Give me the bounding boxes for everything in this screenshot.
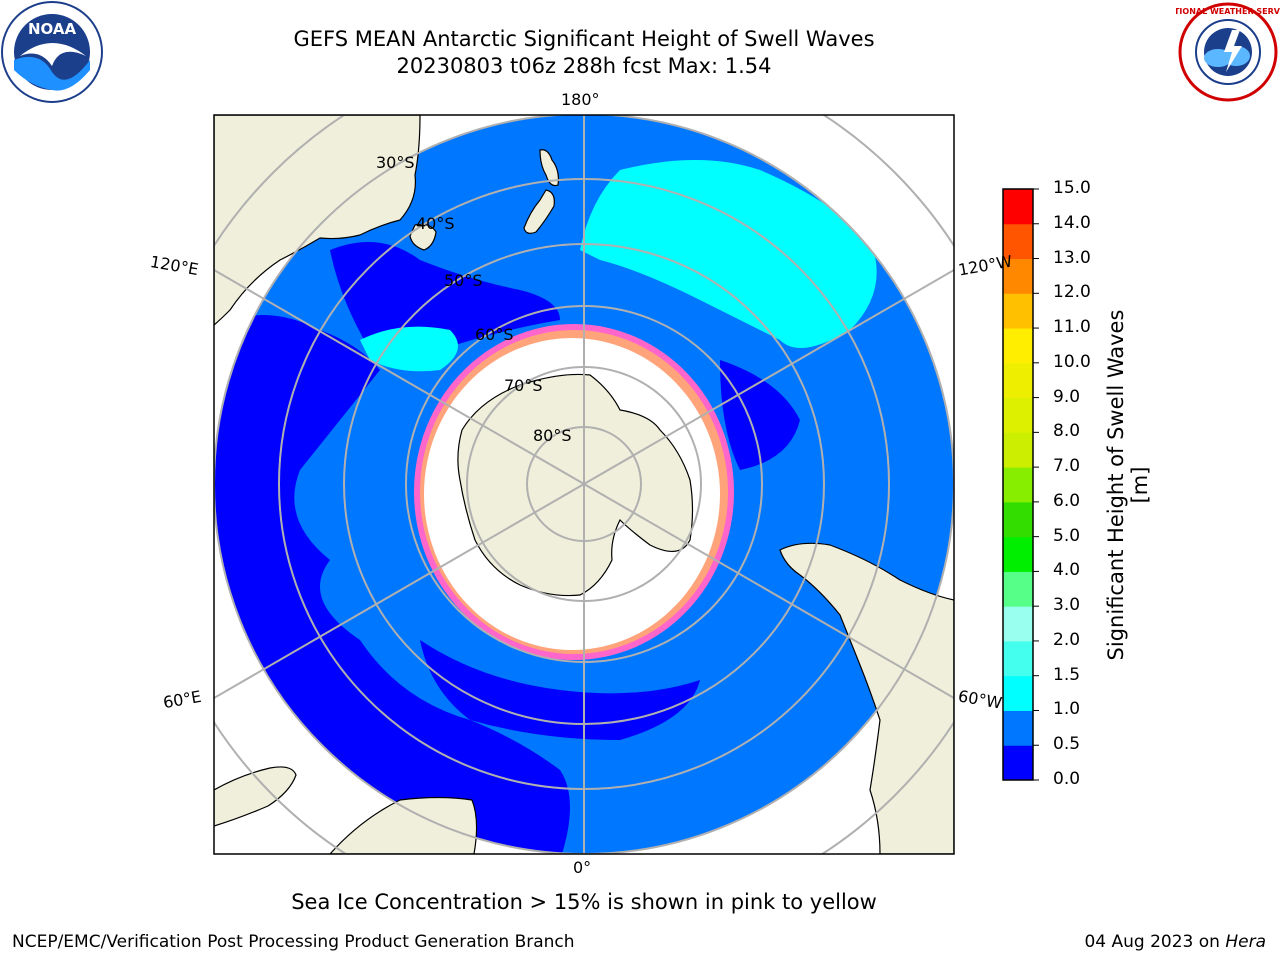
graticule	[214, 115, 954, 854]
land-new-zealand-north	[539, 149, 559, 187]
colorbar-tick-label: 2.0	[1053, 629, 1081, 650]
ocean-low-swell-4	[420, 640, 700, 740]
lat-label-60s: 60°S	[475, 325, 514, 344]
colorbar-tick-label: 5.0	[1053, 525, 1081, 546]
colorbar-segment	[1003, 397, 1033, 433]
nws-logo: NATIONAL WEATHER SERVICE	[1162, 0, 1280, 104]
land-madagascar	[214, 766, 297, 827]
colorbar-segment	[1003, 328, 1033, 364]
land-new-zealand-south	[523, 189, 555, 234]
noaa-logo: NOAA	[0, 0, 104, 104]
colorbar-frame	[1002, 188, 1034, 781]
colorbar-segment	[1003, 710, 1033, 746]
colorbar-segment	[1003, 745, 1033, 781]
chart-title: GEFS MEAN Antarctic Significant Height o…	[293, 27, 875, 51]
lat-label-40s: 40°S	[416, 214, 455, 233]
sea-ice-note: Sea Ice Concentration > 15% is shown in …	[291, 890, 877, 914]
colorbar-segment	[1003, 536, 1033, 572]
colorbar-tick-label: 10.0	[1053, 351, 1091, 372]
lat-label-80s: 80°S	[533, 426, 572, 445]
colorbar-tick-label: 3.0	[1053, 595, 1081, 616]
colorbar-tick-label: 12.0	[1053, 282, 1091, 303]
lat-label-50s: 50°S	[444, 271, 483, 290]
colorbar-tick-label: 14.0	[1053, 212, 1091, 233]
colorbar-segment	[1003, 293, 1033, 329]
colorbar-tick-label: 8.0	[1053, 421, 1081, 442]
colorbar-tick-label: 15.0	[1053, 178, 1091, 198]
colorbar-tick-label: 0.5	[1053, 734, 1081, 755]
colorbar	[1002, 188, 1039, 781]
colorbar-segment	[1003, 432, 1033, 468]
land-south-america	[779, 542, 954, 854]
land-australia	[214, 115, 421, 326]
colorbar-segment	[1003, 467, 1033, 503]
colorbar-segment	[1003, 362, 1033, 399]
noaa-logo-text: NOAA	[28, 20, 77, 38]
map-frame	[213, 114, 955, 855]
colorbar-tick-label: 0.0	[1053, 769, 1081, 789]
nws-logo-text: NATIONAL WEATHER SERVICE	[1176, 7, 1280, 16]
colorbar-segment	[1003, 258, 1033, 294]
land-africa	[329, 796, 478, 854]
lon-label-180: 180°	[561, 90, 600, 109]
footer-credit: NCEP/EMC/Verification Post Processing Pr…	[12, 932, 575, 952]
ocean-high-swell-2	[360, 326, 458, 372]
footer-date: 04 Aug 2023 on Hera	[1084, 932, 1266, 952]
footer-date-text: 04 Aug 2023 on	[1084, 932, 1226, 952]
lat-label-70s: 70°S	[504, 376, 543, 395]
land-antarctica	[457, 373, 694, 597]
colorbar-tick-label: 9.0	[1053, 386, 1081, 407]
colorbar-tick-label: 4.0	[1053, 560, 1081, 581]
chart-subtitle: 20230803 t06z 288h fcst Max: 1.54	[396, 54, 772, 78]
colorbar-segment	[1003, 606, 1033, 642]
ocean-low-swell-3	[720, 360, 800, 470]
lat-label-30s: 30°S	[376, 153, 415, 172]
colorbar-segment	[1003, 640, 1033, 677]
colorbar-tick-label: 1.0	[1053, 699, 1081, 720]
footer-host: Hera	[1225, 932, 1266, 952]
colorbar-segment	[1003, 501, 1033, 538]
colorbar-tick-label: 11.0	[1053, 317, 1091, 338]
colorbar-tick-label: 13.0	[1053, 247, 1091, 268]
colorbar-segment	[1003, 223, 1033, 260]
colorbar-label: Significant Height of Swell Waves [m]	[1103, 309, 1152, 661]
lon-label-0: 0°	[573, 858, 592, 877]
colorbar-tick-label: 6.0	[1053, 490, 1081, 511]
colorbar-tick-label: 7.0	[1053, 456, 1081, 477]
ocean-high-swell	[580, 160, 877, 348]
colorbar-segment	[1003, 189, 1033, 225]
colorbar-tick-label: 1.5	[1053, 664, 1081, 685]
land-tasmania	[409, 223, 437, 251]
colorbar-segment	[1003, 675, 1033, 711]
colorbar-segment	[1003, 571, 1033, 607]
